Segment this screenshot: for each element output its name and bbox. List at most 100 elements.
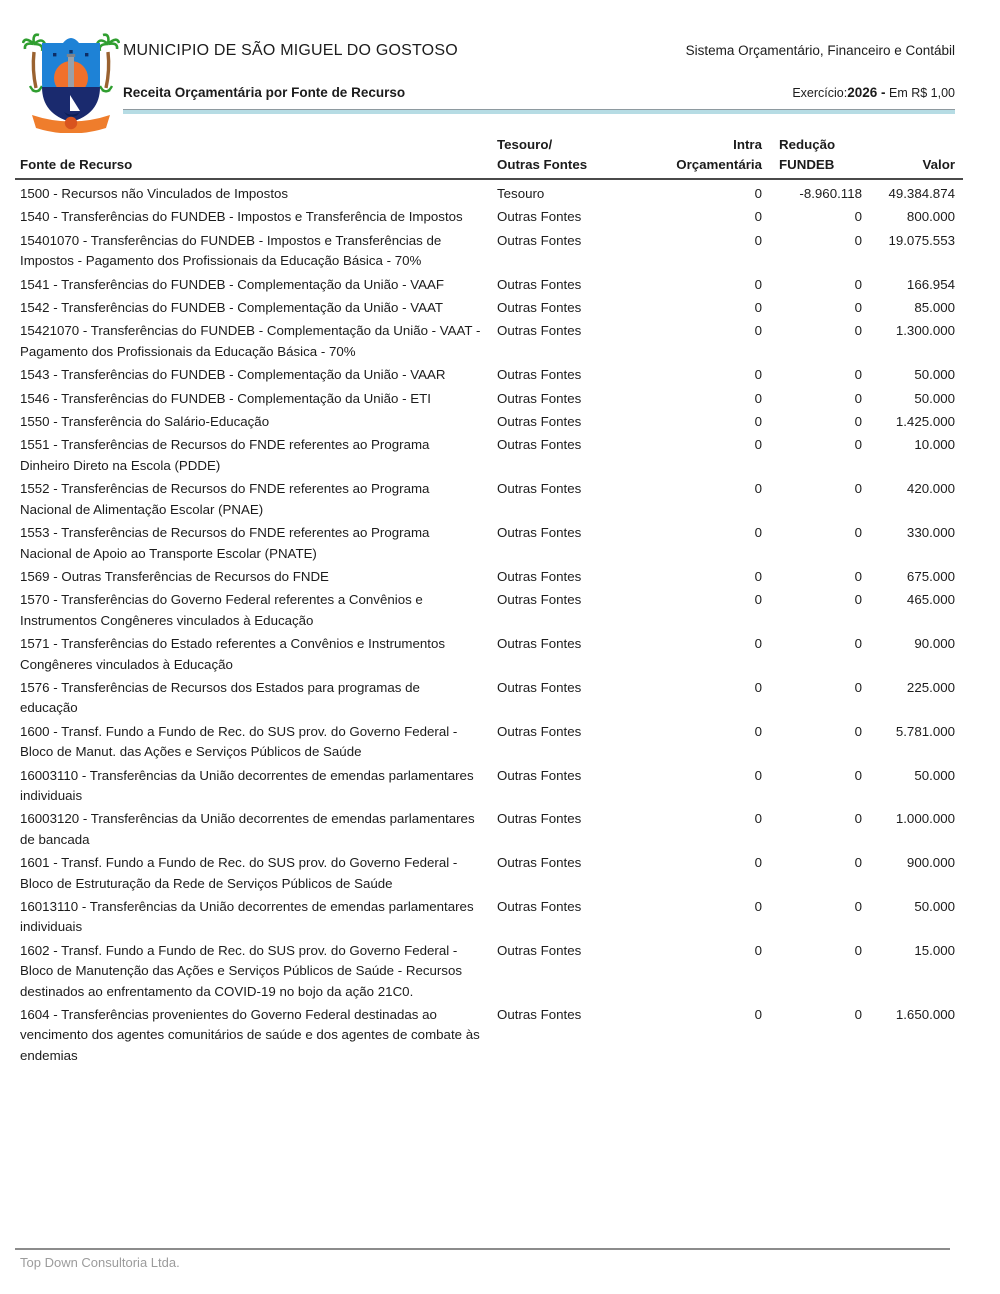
table-row: 1542 - Transferências do FUNDEB - Comple… [15,296,963,319]
fonte-de-recurso-cell: 1570 - Transferências do Governo Federal… [20,592,423,628]
intra-orcamentaria-cell: 0 [754,767,762,783]
header-divider [123,109,955,114]
tesouro-outras-fontes-cell: Outras Fontes [497,276,582,292]
table-row: 1569 - Outras Transferências de Recursos… [15,565,963,588]
column-header-valor: Valor [862,135,963,180]
tesouro-outras-fontes-cell: Outras Fontes [497,811,582,827]
table-row: 1550 - Transferência do Salário-Educação… [15,410,963,433]
valor-cell: 1.650.000 [895,1007,955,1023]
fonte-de-recurso-cell: 1542 - Transferências do FUNDEB - Comple… [20,300,443,316]
valor-cell: 50.000 [914,767,955,783]
reducao-fundeb-cell: 0 [854,232,862,248]
tesouro-outras-fontes-cell: Outras Fontes [497,636,582,652]
intra-orcamentaria-cell: 0 [754,414,762,430]
table-row: 1500 - Recursos não Vinculados de Impost… [15,179,963,205]
tesouro-outras-fontes-cell: Outras Fontes [497,942,582,958]
intra-orcamentaria-cell: 0 [754,942,762,958]
fonte-de-recurso-cell: 1604 - Transferências provenientes do Go… [20,1007,480,1063]
fonte-de-recurso-cell: 1569 - Outras Transferências de Recursos… [20,568,329,584]
tesouro-outras-fontes-cell: Outras Fontes [497,367,582,383]
reducao-fundeb-cell: 0 [854,209,862,225]
table-row: 1576 - Transferências de Recursos dos Es… [15,676,963,720]
reducao-fundeb-cell: 0 [854,568,862,584]
reducao-fundeb-cell: 0 [854,1007,862,1023]
reducao-fundeb-cell: 0 [854,899,862,914]
reducao-fundeb-cell: 0 [854,679,862,695]
exercise-year: 2026 - [847,85,886,100]
intra-orcamentaria-cell: 0 [754,209,762,225]
revenue-table-body: 1500 - Recursos não Vinculados de Impost… [15,179,963,1067]
column-header-intra-orcamentaria: Intra Orçamentária [642,135,762,180]
valor-cell: 19.075.553 [888,232,955,248]
valor-cell: 166.954 [906,276,955,292]
valor-cell: 465.000 [906,592,955,608]
reducao-fundeb-cell: 0 [854,942,862,958]
reducao-fundeb-cell: 0 [854,414,862,430]
fonte-de-recurso-cell: 1550 - Transferência do Salário-Educação [20,414,270,430]
table-row: 1600 - Transf. Fundo a Fundo de Rec. do … [15,720,963,764]
intra-orcamentaria-cell: 0 [754,323,762,339]
fonte-de-recurso-cell: 1553 - Transferências de Recursos do FND… [20,525,430,561]
valor-cell: 90.000 [914,636,955,652]
valor-cell: 800.000 [906,209,955,225]
fonte-de-recurso-cell: 1540 - Transferências do FUNDEB - Impost… [20,209,463,225]
valor-cell: 85.000 [914,300,955,316]
intra-orcamentaria-cell: 0 [754,525,762,541]
tesouro-outras-fontes-cell: Outras Fontes [497,390,582,406]
fonte-de-recurso-cell: 1552 - Transferências de Recursos do FND… [20,481,430,517]
table-row: 16013110 - Transferências da União decor… [15,895,963,939]
valor-cell: 15.000 [914,942,955,958]
reducao-fundeb-cell: 0 [854,723,862,739]
intra-orcamentaria-cell: 0 [754,186,762,201]
tesouro-outras-fontes-cell: Outras Fontes [497,525,582,541]
fonte-de-recurso-cell: 1541 - Transferências do FUNDEB - Comple… [20,276,444,292]
revenue-table-header: Fonte de Recurso Tesouro/ Outras Fontes … [15,135,963,180]
tesouro-outras-fontes-cell: Outras Fontes [497,323,582,339]
column-header-tesouro-outras-fontes: Tesouro/ Outras Fontes [497,135,642,180]
tesouro-outras-fontes-cell: Outras Fontes [497,1007,582,1023]
tesouro-outras-fontes-cell: Outras Fontes [497,568,582,584]
valor-cell: 1.000.000 [895,811,955,827]
table-row: 1604 - Transferências provenientes do Go… [15,1003,963,1067]
page-header: MUNICIPIO DE SÃO MIGUEL DO GOSTOSO Siste… [123,0,955,114]
tesouro-outras-fontes-cell: Outras Fontes [497,679,582,695]
footer-divider [15,1248,950,1250]
reducao-fundeb-cell: 0 [854,525,862,541]
valor-cell: 900.000 [906,855,955,871]
reducao-fundeb-cell: 0 [854,592,862,608]
valor-cell: 225.000 [906,679,955,695]
valor-cell: 49.384.874 [888,186,955,201]
table-row: 1602 - Transf. Fundo a Fundo de Rec. do … [15,939,963,1003]
intra-orcamentaria-cell: 0 [754,437,762,453]
intra-orcamentaria-cell: 0 [754,1007,762,1023]
system-name: Sistema Orçamentário, Financeiro e Contá… [685,43,955,58]
valor-cell: 10.000 [914,437,955,453]
intra-orcamentaria-cell: 0 [754,276,762,292]
intra-orcamentaria-cell: 0 [754,636,762,652]
revenue-table-container: Fonte de Recurso Tesouro/ Outras Fontes … [15,135,1000,1067]
table-row: 1552 - Transferências de Recursos do FND… [15,477,963,521]
footer-company-name: Top Down Consultoria Ltda. [20,1255,180,1270]
reducao-fundeb-cell: 0 [854,300,862,316]
table-row: 15421070 - Transferências do FUNDEB - Co… [15,319,963,363]
revenue-by-source-table: Fonte de Recurso Tesouro/ Outras Fontes … [15,135,963,1067]
intra-orcamentaria-cell: 0 [754,367,762,383]
reducao-fundeb-cell: 0 [854,437,862,453]
valor-cell: 1.425.000 [895,414,955,430]
table-row: 15401070 - Transferências do FUNDEB - Im… [15,229,963,273]
report-title: Receita Orçamentária por Fonte de Recurs… [123,85,406,100]
tesouro-outras-fontes-cell: Outras Fontes [497,767,582,783]
municipality-name: MUNICIPIO DE SÃO MIGUEL DO GOSTOSO [123,42,458,59]
table-row: 1546 - Transferências do FUNDEB - Comple… [15,387,963,410]
intra-orcamentaria-cell: 0 [754,390,762,406]
tesouro-outras-fontes-cell: Outras Fontes [497,437,582,453]
table-row: 1540 - Transferências do FUNDEB - Impost… [15,205,963,228]
intra-orcamentaria-cell: 0 [754,568,762,584]
table-row: 16003120 - Transferências da União decor… [15,807,963,851]
column-header-fonte-de-recurso: Fonte de Recurso [15,135,497,180]
valor-cell: 50.000 [914,899,955,914]
valor-cell: 5.781.000 [895,723,955,739]
fonte-de-recurso-cell: 1571 - Transferências do Estado referent… [20,636,446,672]
table-row: 1570 - Transferências do Governo Federal… [15,588,963,632]
